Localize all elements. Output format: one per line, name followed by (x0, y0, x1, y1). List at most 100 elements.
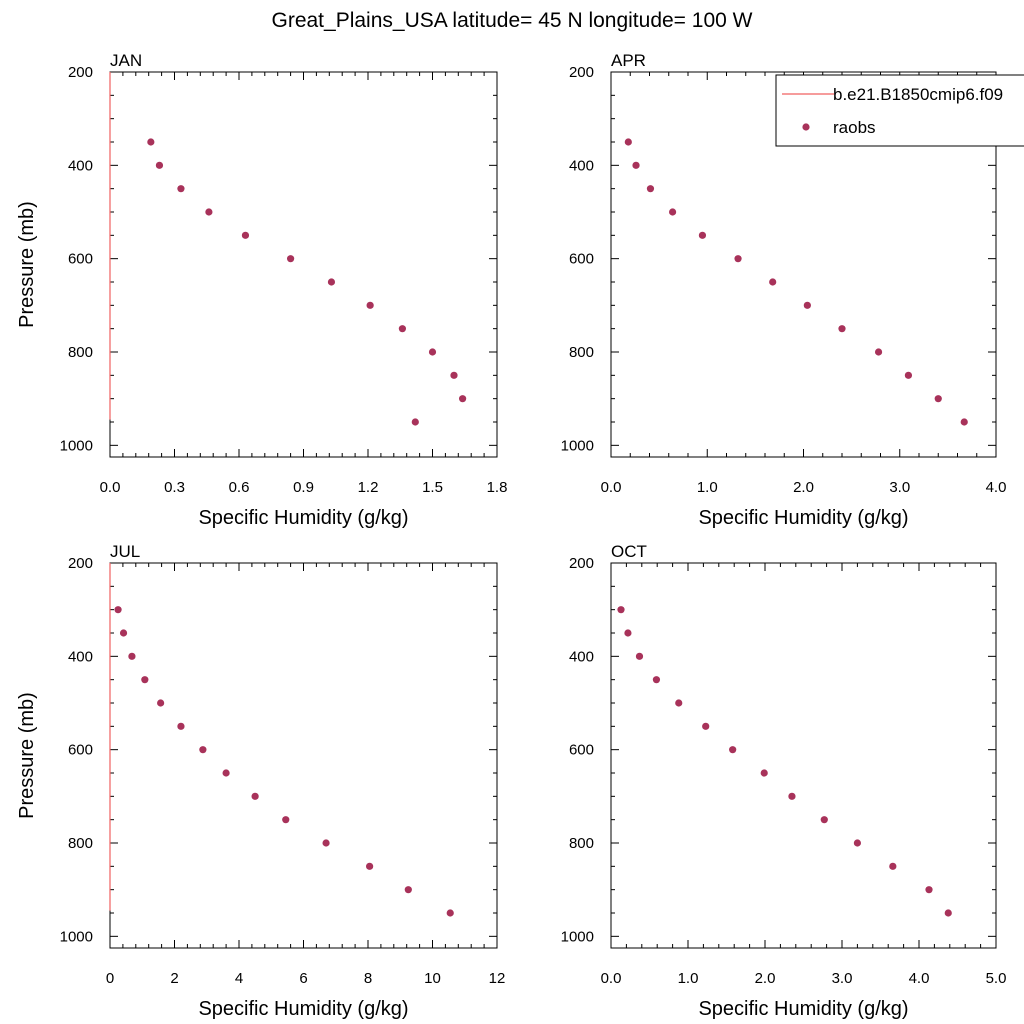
legend-box (775, 74, 1024, 147)
x-tick-label: 8 (364, 970, 372, 987)
raobs-point (222, 769, 230, 777)
x-tick-label: 1.5 (422, 479, 443, 496)
x-tick-label: 0.9 (293, 479, 314, 496)
panel-label: JAN (110, 51, 142, 70)
x-tick-label: 0.3 (164, 479, 185, 496)
y-tick-label: 800 (569, 835, 594, 852)
y-tick-label: 600 (569, 251, 594, 268)
x-axis-title: Specific Humidity (g/kg) (198, 998, 408, 1020)
raobs-point (411, 418, 419, 426)
raobs-point (327, 278, 336, 286)
panel-jan: JAN 0.0 0.3 0.6 0.9 1.2 1.5 1.8 200 400 600 800 1000… (16, 51, 507, 529)
x-tick-label: 4.0 (986, 479, 1007, 496)
y-tick-label: 600 (68, 251, 93, 268)
raobs-point (729, 746, 737, 754)
raobs-point (366, 862, 374, 870)
raobs-point (205, 208, 213, 216)
x-axis-title: Specific Humidity (g/kg) (698, 507, 908, 529)
raobs-point (702, 722, 710, 730)
x-tick-label: 1.8 (487, 479, 508, 496)
panel-oct: OCT 0.0 1.0 2.0 3.0 4.0 5.0 200 400 600 800 1000 Spe… (561, 542, 1007, 1020)
raobs-point (450, 371, 458, 379)
x-tick-label: 0.0 (601, 970, 622, 987)
raobs-point (404, 886, 412, 894)
y-tick-label: 200 (569, 64, 594, 81)
raobs-point (632, 161, 640, 169)
raobs-point (428, 348, 437, 356)
raobs-point (114, 606, 122, 614)
raobs-point (322, 839, 330, 847)
y-tick-label: 1000 (561, 928, 594, 945)
y-tick-label: 800 (68, 835, 93, 852)
panel-jul: JUL 0 2 4 6 8 10 12 200 400 600 800 1000 Specific Hum… (16, 542, 505, 1020)
raobs-point (904, 371, 913, 379)
panel-label: APR (611, 51, 646, 70)
x-tick-label: 5.0 (986, 970, 1007, 987)
x-tick-label: 2.0 (755, 970, 776, 987)
raobs-point (760, 769, 768, 777)
y-tick-label: 1000 (60, 437, 93, 454)
y-tick-label: 800 (68, 344, 93, 361)
x-tick-label: 4 (235, 970, 243, 987)
raobs-point (287, 255, 295, 263)
legend: b.e21.B1850cmip6.f09 raobs (775, 74, 1024, 147)
raobs-point (874, 348, 883, 356)
raobs-point (199, 746, 207, 754)
y-tick-label: 600 (68, 742, 93, 759)
panel-apr: APR 0.0 1.0 2.0 3.0 4.0 200 400 600 800 1000 Specif… (561, 51, 1024, 529)
x-tick-label: 0.0 (601, 479, 622, 496)
raobs-point (624, 138, 632, 146)
raobs-point (141, 676, 149, 684)
legend-marker-swatch (802, 123, 810, 131)
raobs-point (617, 606, 625, 614)
x-tick-label: 2 (170, 970, 178, 987)
plot-frame (109, 562, 498, 949)
raobs-point (769, 278, 777, 286)
raobs-point (282, 816, 290, 824)
raobs-point (838, 325, 846, 333)
raobs-point (459, 395, 467, 403)
x-axis-title: Specific Humidity (g/kg) (198, 507, 408, 529)
legend-label-model: b.e21.B1850cmip6.f09 (833, 85, 1003, 104)
x-tick-label: 6 (299, 970, 307, 987)
raobs-point (366, 301, 374, 309)
raobs-point (147, 138, 155, 146)
panel-label: OCT (611, 542, 647, 561)
plot-frame (109, 71, 498, 458)
y-axis-title: Pressure (mb) (16, 692, 38, 819)
y-tick-label: 200 (569, 555, 594, 572)
raobs-point (788, 792, 796, 800)
raobs-point (889, 862, 897, 870)
x-tick-label: 0.6 (229, 479, 250, 496)
x-tick-label: 2.0 (793, 479, 814, 496)
figure-title: Great_Plains_USA latitude= 45 N longitud… (272, 9, 753, 32)
x-axis-title: Specific Humidity (g/kg) (698, 998, 908, 1020)
raobs-point (398, 325, 406, 333)
raobs-point (934, 395, 942, 403)
x-tick-label: 10 (424, 970, 441, 987)
raobs-point (652, 676, 661, 684)
raobs-point (669, 208, 677, 216)
raobs-point (155, 161, 164, 169)
raobs-point (960, 418, 968, 426)
raobs-point (177, 722, 185, 730)
raobs-point (624, 629, 632, 637)
raobs-point (734, 255, 742, 263)
x-tick-label: 3.0 (889, 479, 910, 496)
raobs-point (446, 909, 454, 917)
y-tick-label: 400 (68, 648, 93, 665)
y-tick-label: 200 (68, 555, 93, 572)
raobs-point (635, 652, 644, 660)
plot-frame (610, 562, 997, 949)
y-tick-label: 400 (569, 157, 594, 174)
x-tick-label: 0 (106, 970, 114, 987)
x-tick-label: 3.0 (832, 970, 853, 987)
raobs-point (803, 301, 811, 309)
raobs-point (944, 909, 952, 917)
x-tick-label: 4.0 (909, 970, 930, 987)
y-tick-label: 200 (68, 64, 93, 81)
raobs-point (646, 185, 655, 193)
raobs-point (251, 792, 259, 800)
